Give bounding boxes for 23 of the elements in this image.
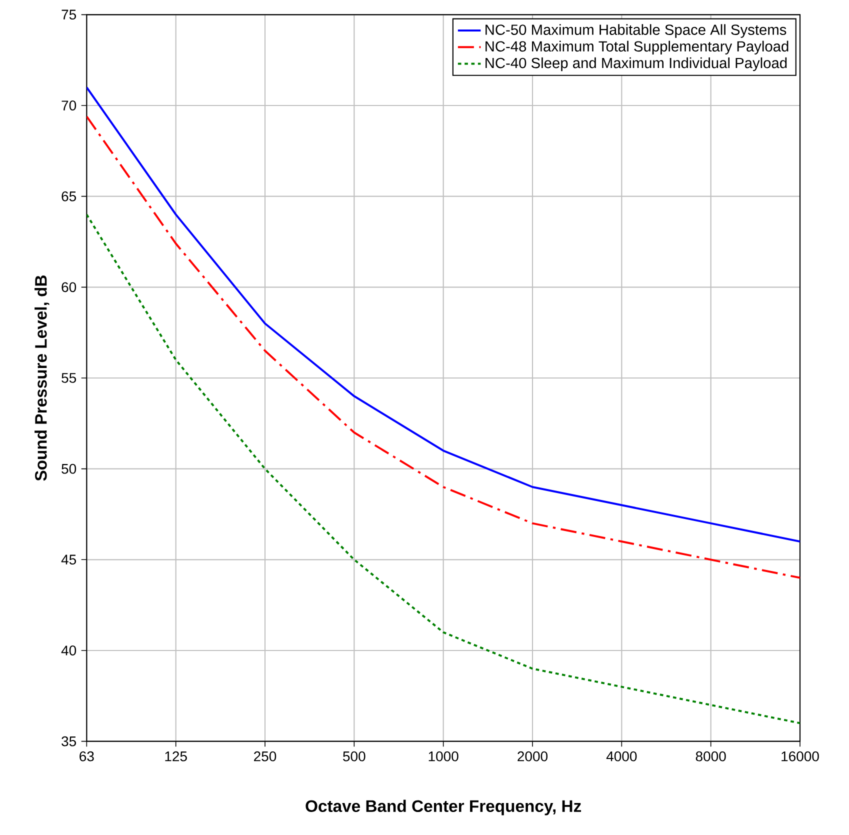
- x-tick-label: 500: [343, 752, 366, 762]
- x-tick-label: 63: [80, 752, 94, 762]
- x-tick-label: 250: [254, 752, 276, 762]
- legend-label: NC-40 Sleep and Maximum Individual Payload: [486, 58, 787, 72]
- legend-label: NC-48 Maximum Total Supplementary Payload: [486, 40, 788, 55]
- legend-label: NC-50 Maximum Habitable Space All Systems: [486, 24, 786, 38]
- y-tick-label: 55: [62, 373, 76, 384]
- x-tick-label: 8000: [696, 752, 726, 762]
- y-tick-label: 35: [62, 736, 76, 746]
- y-tick-label: 65: [62, 192, 76, 202]
- x-tick-label: 1000: [428, 752, 458, 762]
- y-tick-label: 50: [62, 464, 76, 474]
- x-tick-label: 2000: [518, 752, 548, 762]
- y-tick-label: 40: [61, 646, 76, 656]
- x-tick-label: 125: [165, 752, 187, 762]
- y-tick-label: 60: [62, 282, 76, 292]
- y-tick-label: 45: [61, 554, 76, 565]
- x-tick-label: 16000: [782, 752, 819, 762]
- x-tick-label: 4000: [606, 752, 637, 762]
- y-axis-title: Sound Pressure Level, dB: [34, 276, 50, 481]
- y-tick-label: 70: [62, 100, 76, 111]
- x-axis-title: Octave Band Center Frequency, Hz: [306, 800, 582, 816]
- y-tick-label: 75: [62, 10, 76, 20]
